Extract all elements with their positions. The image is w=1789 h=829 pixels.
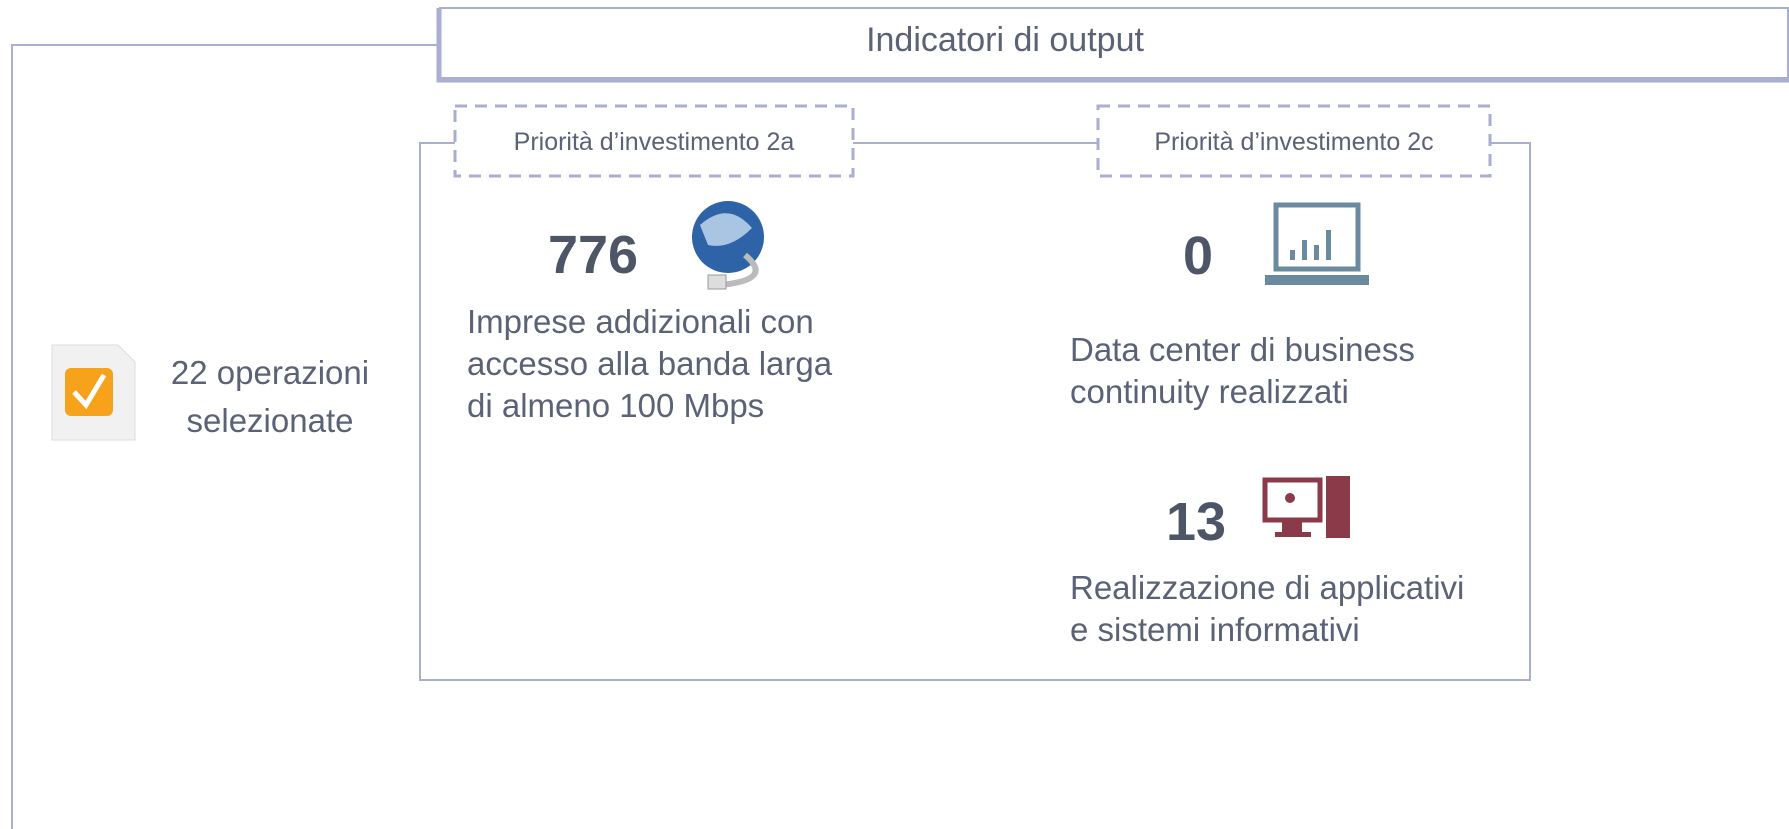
indicator-text: di almeno 100 Mbps — [467, 387, 764, 424]
priority-label: Priorità d’investimento 2c — [1154, 128, 1433, 156]
indicator-text: e sistemi informativi — [1070, 611, 1360, 648]
selection-text: 22 operazioni — [171, 354, 369, 391]
indicator-text: accesso alla banda larga — [467, 345, 833, 382]
indicator-text: Data center di business — [1070, 331, 1415, 368]
selection-text: selezionate — [187, 402, 354, 439]
indicator-value: 0 — [1183, 226, 1213, 286]
laptop-icon — [1265, 205, 1369, 285]
document-check-icon — [52, 345, 135, 440]
computer-icon — [1265, 476, 1350, 538]
indicator-text: Imprese addizionali con — [467, 303, 814, 340]
indicator-value: 13 — [1166, 492, 1226, 552]
indicator-text: continuity realizzati — [1070, 373, 1349, 410]
indicator-text: Realizzazione di applicativi — [1070, 569, 1464, 606]
header-title: Indicatori di output — [866, 21, 1144, 59]
globe-icon — [692, 201, 764, 289]
priority-label: Priorità d’investimento 2a — [514, 128, 795, 156]
indicator-value: 776 — [548, 225, 638, 285]
diagram: Indicatori di output Priorità d’investim… — [0, 0, 1789, 829]
